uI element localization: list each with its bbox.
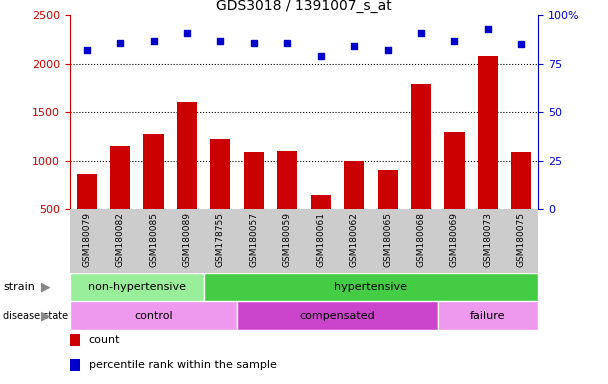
Bar (177, 102, 197, 258)
Text: GSM180085: GSM180085 (149, 212, 158, 267)
Text: count: count (89, 335, 120, 345)
Text: GSM180079: GSM180079 (82, 212, 91, 267)
Bar (70, 359, 80, 371)
Bar (444, 132, 465, 258)
Text: ▶: ▶ (41, 310, 50, 322)
Bar (204, 273, 538, 301)
Bar (344, 161, 364, 258)
Bar (511, 152, 531, 258)
Text: GSM180073: GSM180073 (483, 212, 492, 267)
Point (249, 40, 259, 46)
Bar (70, 301, 237, 330)
Point (483, 26, 493, 32)
Point (349, 43, 359, 50)
Point (148, 38, 158, 44)
Bar (70, 273, 204, 301)
Text: compensated: compensated (300, 311, 375, 321)
Text: non-hypertensive: non-hypertensive (88, 282, 186, 292)
Bar (143, 134, 164, 258)
Text: GSM180059: GSM180059 (283, 212, 292, 267)
Text: GSM180082: GSM180082 (116, 212, 125, 267)
Point (182, 30, 192, 36)
Bar (478, 56, 498, 258)
Text: control: control (134, 311, 173, 321)
Bar (70, 334, 80, 346)
Bar (411, 84, 431, 258)
Text: disease state: disease state (3, 311, 68, 321)
Title: GDS3018 / 1391007_s_at: GDS3018 / 1391007_s_at (216, 0, 392, 13)
Text: GSM180065: GSM180065 (383, 212, 392, 267)
Text: GSM180089: GSM180089 (182, 212, 192, 267)
Point (416, 30, 426, 36)
Point (517, 41, 527, 48)
Point (449, 38, 460, 44)
Bar (110, 146, 130, 258)
Point (316, 53, 326, 59)
Point (215, 38, 225, 44)
Point (282, 40, 292, 46)
Text: percentile rank within the sample: percentile rank within the sample (89, 361, 277, 371)
Text: hypertensive: hypertensive (334, 282, 407, 292)
Bar (77, 174, 97, 258)
Bar (277, 151, 297, 258)
Text: GSM180061: GSM180061 (316, 212, 325, 267)
Text: GSM180057: GSM180057 (249, 212, 258, 267)
Text: strain: strain (3, 282, 35, 292)
Bar (311, 195, 331, 258)
Bar (244, 152, 264, 258)
Bar (237, 301, 438, 330)
Bar (378, 170, 398, 258)
Text: GSM178755: GSM178755 (216, 212, 225, 267)
Text: GSM180069: GSM180069 (450, 212, 459, 267)
Point (383, 47, 393, 53)
Bar (210, 139, 230, 258)
Point (81, 47, 91, 53)
Text: failure: failure (470, 311, 506, 321)
Bar (438, 301, 538, 330)
Point (115, 40, 125, 46)
Text: GSM180068: GSM180068 (416, 212, 426, 267)
Text: GSM180062: GSM180062 (350, 212, 359, 267)
Text: GSM180075: GSM180075 (517, 212, 526, 267)
Text: ▶: ▶ (41, 281, 50, 293)
